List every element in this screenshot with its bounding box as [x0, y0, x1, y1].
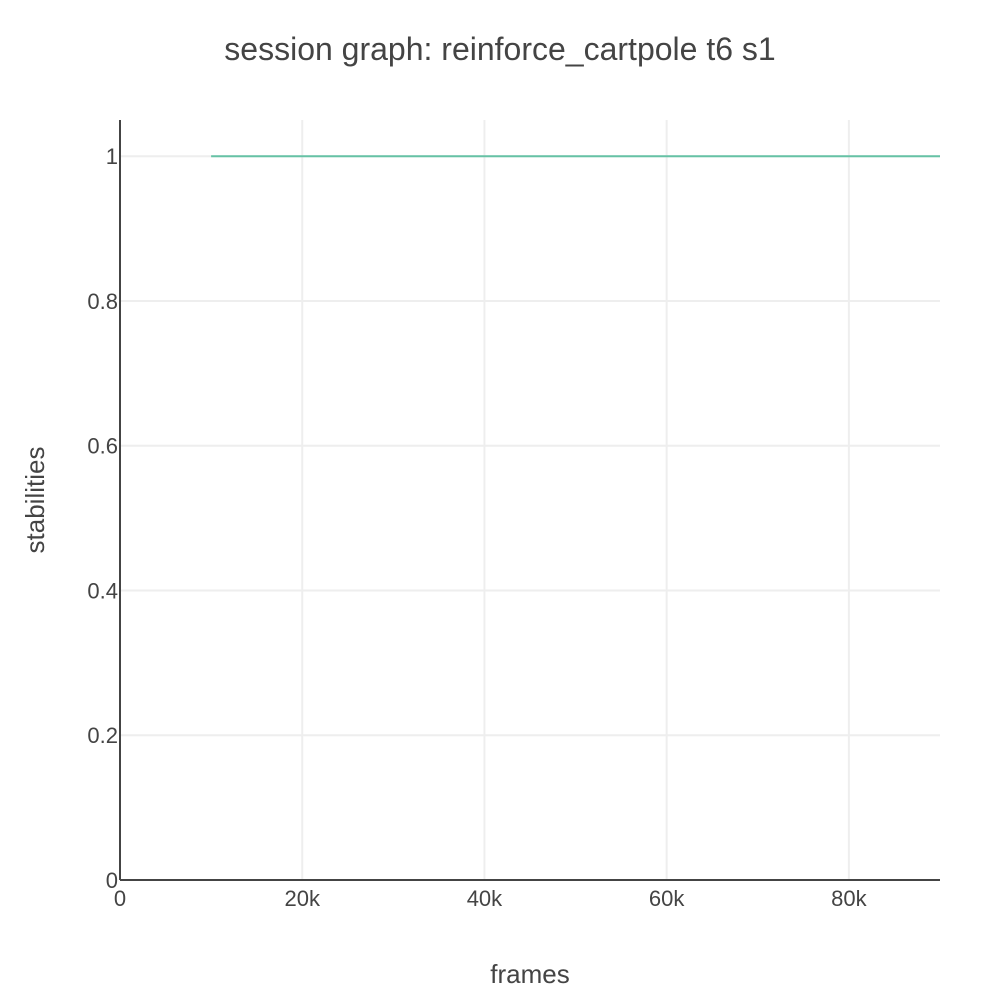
x-tick-label: 80k [831, 886, 867, 911]
y-tick-label: 0 [106, 868, 118, 893]
y-tick-label: 1 [106, 144, 118, 169]
x-tick-label: 20k [284, 886, 320, 911]
x-tick-label: 60k [649, 886, 685, 911]
y-tick-label: 0.8 [87, 289, 118, 314]
x-tick-label: 0 [114, 886, 126, 911]
y-axis-title: stabilities [20, 447, 50, 554]
y-tick-label: 0.2 [87, 723, 118, 748]
axis-layer [119, 120, 940, 881]
y-tick-label: 0.6 [87, 434, 118, 459]
chart-title: session graph: reinforce_cartpole t6 s1 [224, 31, 775, 67]
x-tick-label: 40k [467, 886, 503, 911]
y-tick-label: 0.4 [87, 578, 118, 603]
x-axis-title: frames [490, 959, 569, 989]
tick-layer: 0 20k 40k 60k 80k 0 0.2 0.4 0.6 0.8 1 [87, 144, 867, 911]
